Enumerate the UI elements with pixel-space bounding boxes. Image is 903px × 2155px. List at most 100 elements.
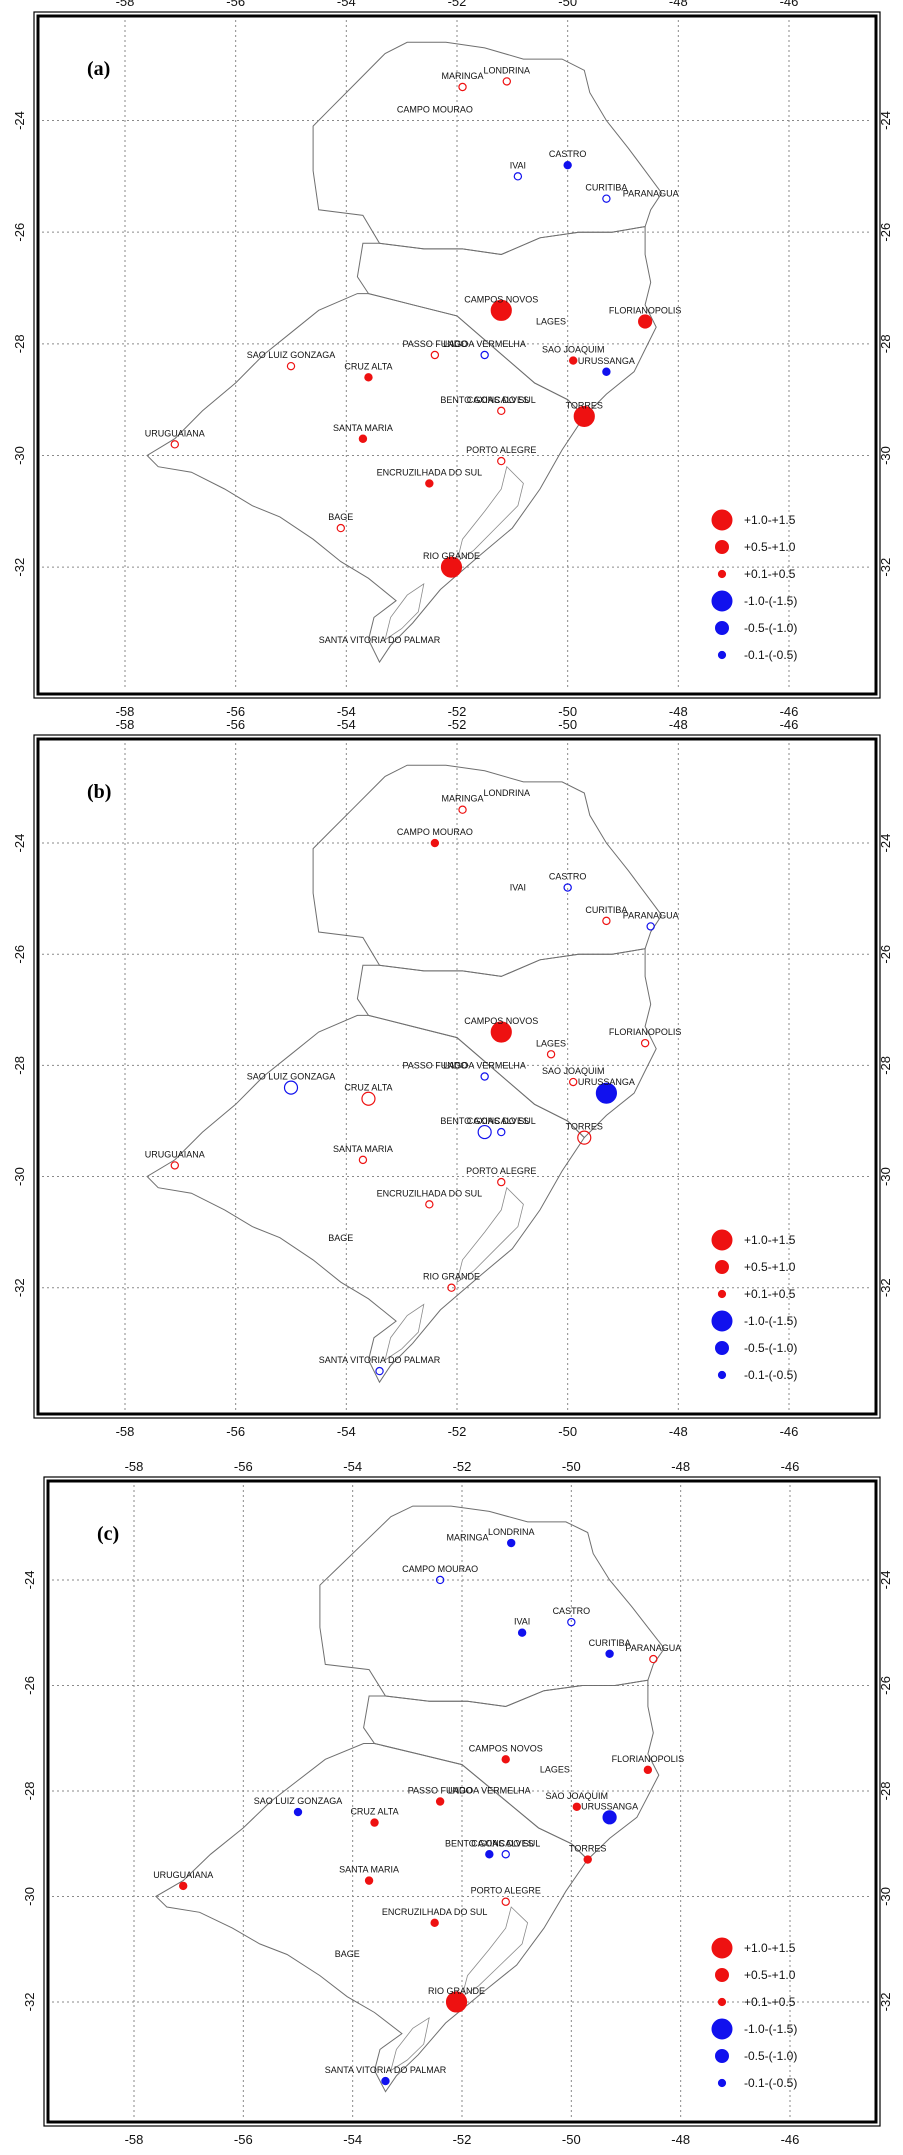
lon-tick-label-top: -54 <box>337 0 356 9</box>
station-label: BAGE <box>335 1949 360 1959</box>
legend-label: -0.1-(-0.5) <box>744 1368 797 1382</box>
station-label: PORTO ALEGRE <box>466 1166 536 1176</box>
lat-tick-label-left: -24 <box>22 1571 37 1590</box>
station-marker <box>501 1897 510 1906</box>
station-label: MARINGA <box>446 1532 488 1542</box>
lat-tick-label-left: -30 <box>22 1887 37 1906</box>
region-outline-rs <box>155 1743 589 2093</box>
region-outline-lagoa <box>456 465 524 563</box>
station-marker <box>170 1161 179 1170</box>
legend-marker <box>715 2049 729 2063</box>
station-marker <box>435 1797 445 1806</box>
station-marker <box>497 1127 506 1137</box>
station-label: LAGES <box>540 1764 570 1774</box>
station-marker <box>336 523 345 533</box>
station-marker <box>381 2076 390 2086</box>
legend-marker <box>717 2078 727 2088</box>
lon-tick-label-bottom: -48 <box>671 2132 690 2147</box>
station-label: SAO LUIZ GONZAGA <box>247 1072 336 1082</box>
station-label: ENCRUZILHADA DO SUL <box>377 467 483 477</box>
station-label: PARANAGUA <box>623 910 679 920</box>
station-marker <box>480 350 489 360</box>
station-label: CRUZ ALTA <box>344 361 392 371</box>
legend-label: +1.0-+1.5 <box>744 1233 796 1247</box>
station-label: SANTA VITORIA DO PALMAR <box>319 635 441 645</box>
station-label: ENCRUZILHADA DO SUL <box>382 1907 488 1917</box>
station-marker <box>563 883 572 892</box>
station-marker <box>358 434 368 443</box>
lon-tick-label-bottom: -54 <box>337 704 356 719</box>
lon-tick-label-top: -48 <box>669 717 688 732</box>
lon-tick-label-top: -46 <box>780 717 799 732</box>
station-label: LAGES <box>536 317 566 327</box>
station-label: CAXIAS DO SUL <box>467 1116 536 1126</box>
region-outline-sc <box>356 226 657 418</box>
lon-tick-label-bottom: -56 <box>226 1424 245 1439</box>
legend-marker <box>717 1997 727 2007</box>
panel-label: (b) <box>87 781 111 803</box>
region-outline-mirim <box>384 1303 425 1361</box>
station-label: SANTA MARIA <box>333 1144 393 1154</box>
station-label: CASTRO <box>549 872 587 882</box>
legend-marker <box>711 1937 733 1959</box>
lat-tick-label-left: -32 <box>12 558 27 577</box>
station-label: SAO JOAQUIM <box>546 1791 609 1801</box>
station-marker <box>567 1617 576 1627</box>
legend-label: -0.1-(-0.5) <box>744 2076 797 2090</box>
map-frame-band <box>36 737 878 1416</box>
legend-label: -1.0-(-1.5) <box>744 2022 797 2036</box>
station-marker <box>501 1755 510 1764</box>
station-marker <box>490 299 512 321</box>
station-marker <box>643 1765 653 1775</box>
station-label: PARANAGUA <box>623 188 679 198</box>
legend-label: -0.5-(-1.0) <box>744 1341 797 1355</box>
station-label: LAGES <box>536 1038 566 1048</box>
station-marker <box>513 172 523 181</box>
legend-marker <box>717 650 727 660</box>
station-marker <box>502 77 511 86</box>
station-marker <box>638 314 653 329</box>
legend-marker <box>717 1289 727 1299</box>
lat-tick-label-left: -28 <box>12 1056 27 1075</box>
station-label: SANTA VITORIA DO PALMAR <box>325 2065 447 2075</box>
lon-tick-label-top: -58 <box>116 0 135 9</box>
station-label: PORTO ALEGRE <box>471 1886 541 1896</box>
station-marker <box>497 406 506 416</box>
lon-tick-label-bottom: -54 <box>343 2132 362 2147</box>
station-marker <box>569 1077 578 1087</box>
station-label: BAGE <box>328 1233 353 1243</box>
legend-label: -1.0-(-1.5) <box>744 594 797 608</box>
station-marker <box>485 1850 494 1859</box>
region-outline-rs <box>146 1014 585 1384</box>
lat-tick-label-right: -32 <box>878 1993 893 2012</box>
station-marker <box>480 1072 489 1081</box>
lon-tick-label-top: -52 <box>448 0 467 9</box>
lat-tick-label-left: -26 <box>12 945 27 964</box>
lat-tick-label-left: -26 <box>22 1676 37 1695</box>
lat-tick-label-right: -26 <box>878 945 893 964</box>
station-label: BENTO GONCALVES <box>440 395 529 405</box>
station-label: ENCRUZILHADA DO SUL <box>377 1188 483 1198</box>
station-label: URUSSANGA <box>581 1801 638 1811</box>
station-label: BENTO GONCALVES <box>440 1116 529 1126</box>
map-frame-outer <box>33 734 881 1419</box>
station-label: LONDRINA <box>484 65 531 75</box>
station-label: IVAI <box>514 1617 530 1627</box>
station-label: RIO GRANDE <box>423 551 480 561</box>
lon-tick-label-bottom: -46 <box>780 1424 799 1439</box>
station-label: IVAI <box>510 160 526 170</box>
lon-tick-label-top: -50 <box>562 1459 581 1474</box>
lon-tick-label-top: -50 <box>558 717 577 732</box>
lon-tick-label-bottom: -56 <box>226 704 245 719</box>
lon-tick-label-bottom: -46 <box>781 2132 800 2147</box>
legend-marker <box>711 590 733 612</box>
map-frame-outer <box>33 11 881 699</box>
station-marker <box>490 1021 512 1043</box>
station-marker <box>577 1130 592 1145</box>
station-marker <box>497 1177 506 1187</box>
station-marker <box>569 356 578 365</box>
station-label: CRUZ ALTA <box>344 1083 392 1093</box>
station-label: RIO GRANDE <box>428 1986 485 1996</box>
station-label: CAMPO MOURAO <box>402 1564 478 1574</box>
